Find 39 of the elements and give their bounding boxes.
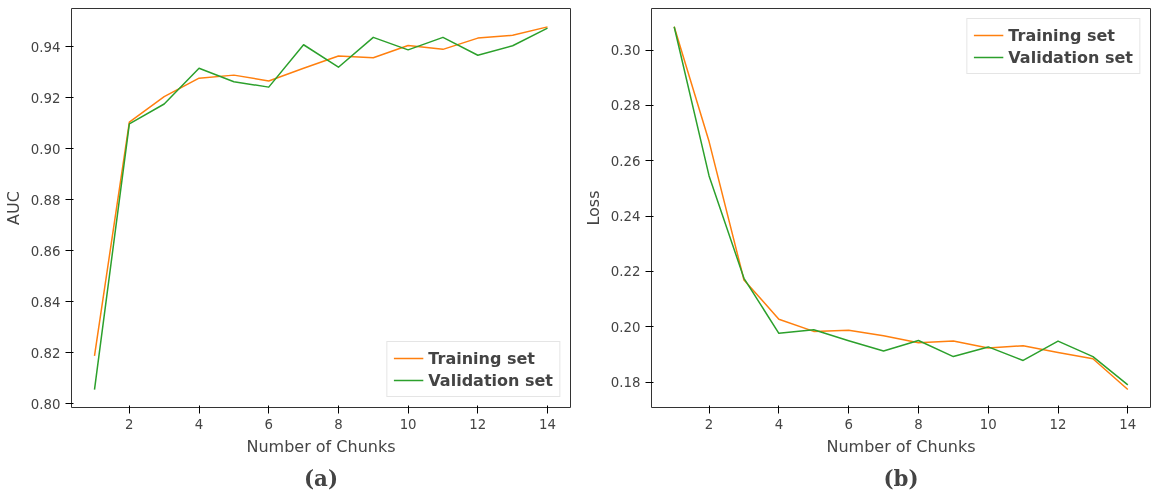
y-tick-label: 0.82	[30, 345, 61, 361]
y-axis-title: AUC	[3, 191, 23, 225]
legend-label: Validation set	[1008, 47, 1133, 67]
x-tick-label: 6	[264, 416, 273, 432]
x-tick-label: 14	[1119, 416, 1137, 432]
text: (b)	[883, 465, 919, 491]
x-tick-label: 6	[844, 416, 853, 432]
y-tick-label: 0.22	[610, 264, 641, 280]
text: (a)	[304, 465, 339, 491]
x-tick-label: 2	[125, 416, 134, 432]
y-tick-label: 0.18	[610, 375, 641, 391]
legend-label: Training set	[1008, 25, 1115, 45]
y-tick-label: 0.80	[30, 396, 61, 412]
y-tick-label: 0.30	[610, 43, 641, 58]
x-tick-label: 10	[399, 416, 417, 432]
x-tick-label: 8	[334, 416, 343, 432]
x-axis-title: Number of Chunks	[826, 436, 976, 456]
x-tick-label: 2	[704, 416, 714, 432]
y-tick-label: 0.28	[610, 98, 641, 114]
x-tick-label: 10	[979, 416, 997, 432]
x-tick-label: 14	[539, 416, 556, 432]
y-tick-label: 0.20	[610, 319, 641, 335]
x-axis-title: Number of Chunks	[246, 436, 396, 456]
x-tick-label: 12	[469, 416, 487, 432]
x-tick-label: 4	[194, 416, 204, 432]
y-axis-title: Loss	[583, 190, 603, 226]
y-tick-label: 0.26	[610, 153, 641, 169]
y-tick-label: 0.92	[30, 90, 61, 106]
y-tick-label: 0.90	[30, 141, 61, 157]
y-tick-label: 0.94	[30, 39, 61, 55]
legend-label: Training set	[428, 348, 535, 368]
x-tick-label: 12	[1049, 416, 1067, 432]
y-tick-label: 0.88	[30, 192, 61, 208]
x-tick-label: 4	[774, 416, 784, 432]
legend-label: Validation set	[428, 370, 553, 390]
y-tick-label: 0.86	[30, 243, 61, 259]
x-tick-label: 8	[914, 416, 923, 432]
y-tick-label: 0.84	[30, 294, 61, 310]
y-tick-label: 0.24	[610, 209, 641, 225]
